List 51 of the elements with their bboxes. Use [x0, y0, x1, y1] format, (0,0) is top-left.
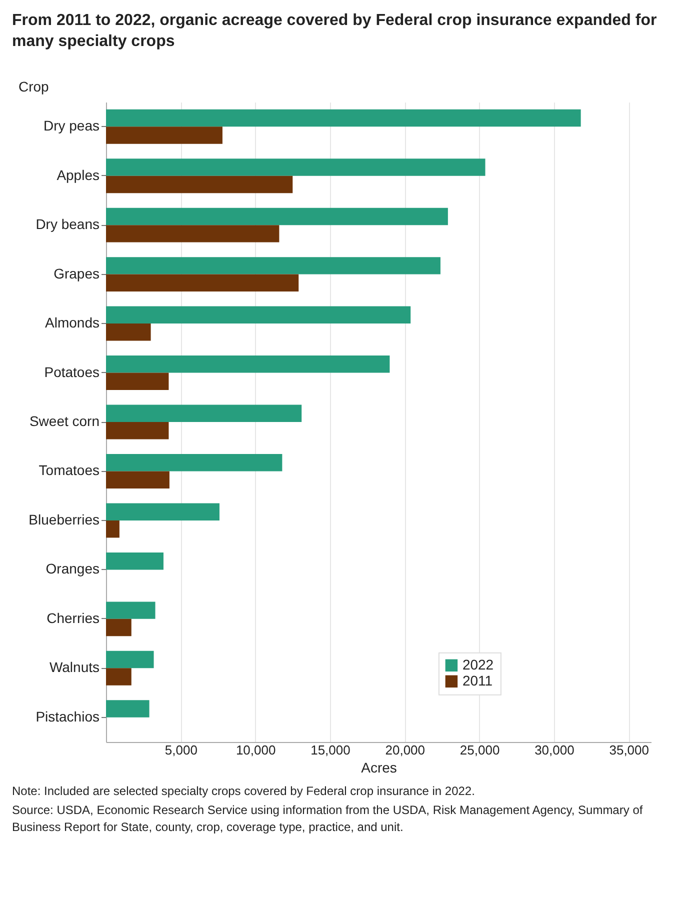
bar: [106, 324, 151, 341]
x-tick-label: 20,000: [385, 742, 426, 758]
bar: [106, 520, 120, 538]
bar: [106, 126, 222, 144]
legend-label: 2022: [462, 656, 494, 672]
bar: [106, 552, 164, 570]
bar: [106, 404, 302, 422]
bar: [106, 109, 581, 127]
y-tick-label: Walnuts: [49, 659, 100, 676]
y-tick-label: Potatoes: [44, 364, 100, 380]
x-axis-title: Acres: [361, 760, 397, 776]
bar: [106, 503, 220, 520]
y-tick-label: Oranges: [46, 560, 100, 577]
x-tick-label: 35,000: [609, 742, 649, 758]
bar: [106, 700, 150, 718]
y-tick-label: Pistachios: [36, 708, 100, 724]
chart-title: From 2011 to 2022, organic acreage covered by Federal crop insurance expanded for many specialty crops: [12, 11, 658, 52]
y-tick-label: Almonds: [45, 314, 100, 331]
bar: [106, 208, 448, 226]
x-tick-label: 15,000: [310, 742, 350, 758]
bar: [106, 650, 154, 668]
text: Note: Included are selected specialty crops covered by Federal crop insurance in 2022.: [12, 783, 476, 800]
bar: [106, 471, 170, 488]
bar: [106, 257, 440, 274]
y-tick-label: Sweet corn: [29, 413, 100, 429]
source-note: Source: USDA, Economic Research Service using information from the USDA, Risk Management Agency, Summary of Business Report for State, county, crop, coverage type, practice, and unit.: [12, 802, 644, 836]
x-tick-label: 5,000: [164, 742, 198, 758]
x-tick-label: 30,000: [534, 742, 574, 758]
bar: [106, 422, 169, 440]
y-tick-label: Dry beans: [36, 216, 100, 232]
bar: [106, 618, 132, 636]
legend-label: 2011: [462, 672, 493, 688]
x-tick-label: 25,000: [460, 742, 500, 758]
y-tick-label: Grapes: [54, 265, 100, 282]
bar: [106, 274, 299, 292]
bar: [106, 454, 282, 472]
bar: [106, 225, 280, 242]
bar: [106, 602, 156, 619]
bar: [106, 306, 411, 324]
y-tick-label: Dry peas: [43, 118, 100, 134]
bar: [106, 668, 132, 686]
bar: [106, 158, 486, 176]
bar: [106, 372, 169, 390]
bar: [106, 356, 390, 373]
y-tick-label: Tomatoes: [38, 462, 100, 478]
y-axis-title: Crop: [18, 78, 50, 94]
y-tick-label: Blueberries: [28, 511, 100, 528]
y-tick-label: Apples: [56, 166, 100, 183]
bar: [106, 176, 293, 194]
y-tick-label: Cherries: [46, 610, 100, 626]
x-tick-label: 10,000: [236, 742, 276, 758]
